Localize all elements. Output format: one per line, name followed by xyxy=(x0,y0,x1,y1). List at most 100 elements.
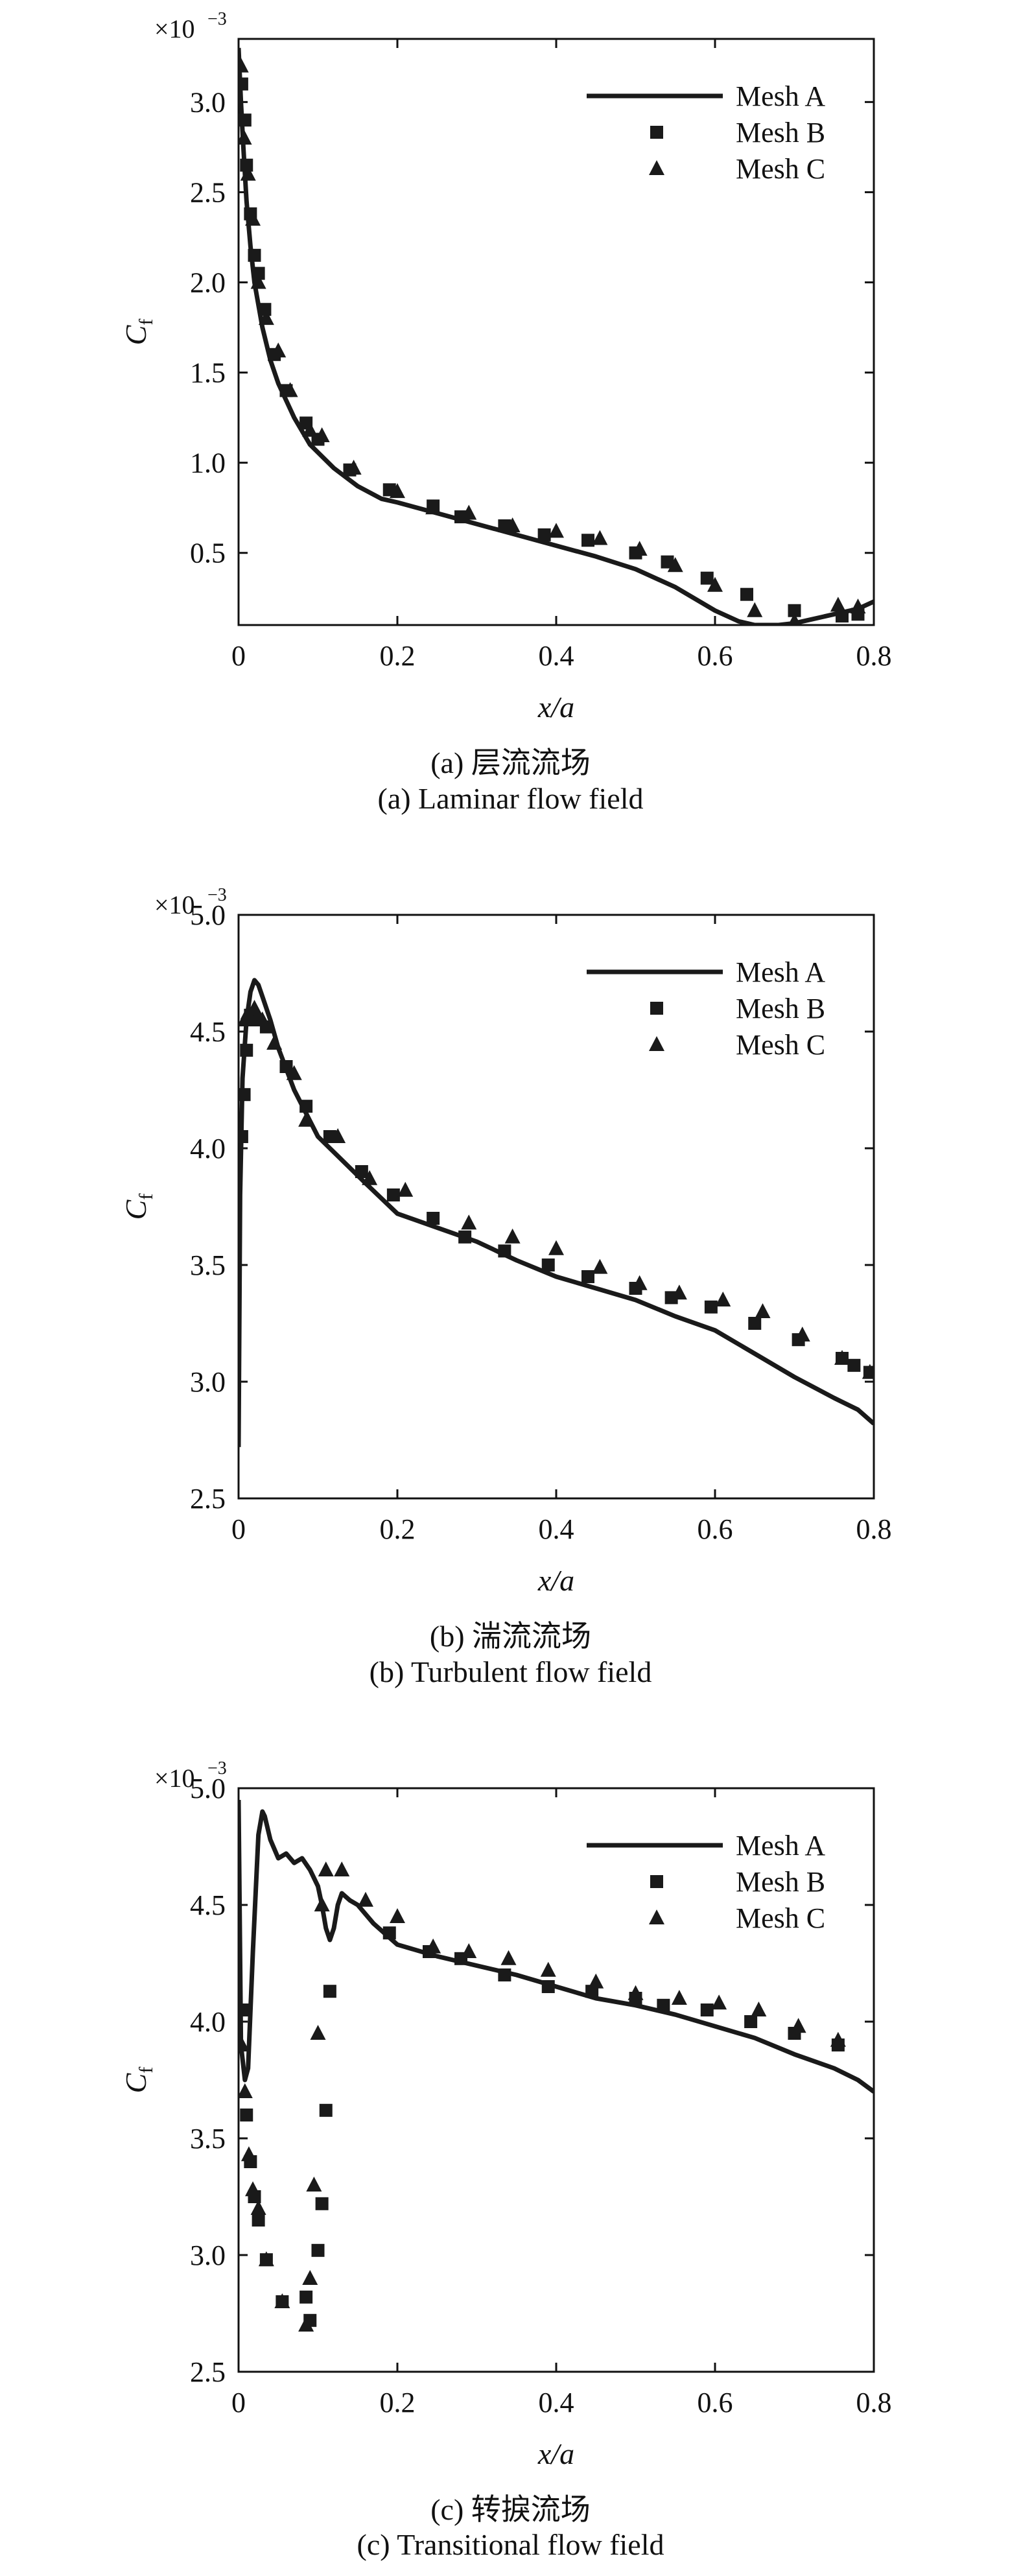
caption-b-en: (b) Turbulent flow field xyxy=(369,1655,652,1688)
chart-panel-1: 0 0.2 0.4 0.6 0.8 2.5 3.0 3.5 4.0 4.5 5.0×10 −3 x/a C… xyxy=(119,885,892,1597)
point-mesh-c xyxy=(794,1327,810,1341)
point-mesh-b xyxy=(744,2015,758,2028)
point-mesh-c xyxy=(548,523,564,538)
point-mesh-c xyxy=(239,2037,250,2051)
point-mesh-b xyxy=(258,303,272,316)
legend-label: Mesh C xyxy=(736,153,825,185)
point-mesh-c xyxy=(790,2018,806,2033)
y-scale-multiplier: ×10 xyxy=(154,890,195,919)
legend-swatch-triangle xyxy=(649,1909,664,1924)
point-mesh-b xyxy=(355,1165,368,1178)
point-mesh-c xyxy=(830,597,846,612)
point-mesh-c xyxy=(628,1985,644,2000)
point-mesh-b xyxy=(299,1100,313,1113)
y-tick-label: 3.0 xyxy=(190,86,226,118)
point-mesh-b xyxy=(581,1270,594,1283)
x-tick-label: 0.4 xyxy=(539,2387,574,2418)
x-tick-label: 0.8 xyxy=(856,2387,892,2418)
point-mesh-b xyxy=(537,528,551,541)
point-mesh-b xyxy=(239,2003,250,2016)
point-mesh-c xyxy=(239,2083,253,2098)
legend-label: Mesh A xyxy=(736,1830,825,1861)
point-mesh-b xyxy=(498,1968,511,1981)
y-scale-exponent: −3 xyxy=(207,9,227,29)
point-mesh-c xyxy=(334,1861,350,1876)
point-mesh-c xyxy=(707,576,723,592)
point-mesh-c xyxy=(240,1004,256,1020)
y-axis-label-subscript: f xyxy=(135,2067,157,2074)
caption-b-cn: (b) 湍流流场 xyxy=(429,1620,592,1653)
point-mesh-c xyxy=(302,421,318,437)
point-mesh-b xyxy=(581,534,594,547)
y-axis-label: Cf xyxy=(119,319,157,346)
point-mesh-c xyxy=(667,557,683,573)
point-mesh-b xyxy=(239,1130,248,1143)
point-mesh-c xyxy=(592,530,608,545)
point-mesh-c xyxy=(504,517,521,533)
caption-c-en: (c) Transitional flow field xyxy=(357,2528,664,2561)
y-tick-label: 2.0 xyxy=(190,267,226,299)
x-tick-label: 0.8 xyxy=(856,1513,892,1545)
x-axis-label: x/a xyxy=(537,1564,574,1597)
point-mesh-c xyxy=(747,602,763,617)
y-axis-label: Cf xyxy=(119,2067,157,2094)
legend-swatch-square xyxy=(650,126,663,139)
y-axis-label: Cf xyxy=(119,1194,157,1220)
point-mesh-b xyxy=(541,1980,555,1993)
x-tick-label: 0.6 xyxy=(698,1513,733,1545)
point-mesh-b xyxy=(740,587,753,601)
y-tick-label: 4.0 xyxy=(190,2006,226,2038)
point-mesh-b xyxy=(239,113,252,127)
point-mesh-c xyxy=(270,342,287,358)
y-tick-label: 3.5 xyxy=(190,1249,226,1281)
point-mesh-c xyxy=(862,1364,874,1379)
point-mesh-c xyxy=(588,1973,604,1989)
y-tick-label: 2.5 xyxy=(190,176,226,208)
y-scale-exponent: −3 xyxy=(207,1758,227,1778)
caption-c-cn: (c) 转捩流场 xyxy=(430,2493,591,2526)
legend-swatch-square xyxy=(650,1002,663,1015)
point-mesh-b xyxy=(240,158,253,172)
point-mesh-b xyxy=(498,1244,511,1258)
point-mesh-c xyxy=(298,1111,314,1127)
point-mesh-c xyxy=(788,613,801,625)
x-tick-label: 0 xyxy=(231,2387,246,2418)
point-mesh-b xyxy=(847,1358,861,1372)
point-mesh-c xyxy=(258,2251,274,2267)
point-mesh-b xyxy=(248,248,261,262)
point-mesh-b xyxy=(836,609,849,623)
point-mesh-b xyxy=(788,604,801,617)
point-mesh-b xyxy=(386,1188,400,1201)
y-tick-label: 3.5 xyxy=(190,2123,226,2155)
point-mesh-c xyxy=(241,2146,257,2162)
x-tick-label: 0.2 xyxy=(380,1513,416,1545)
x-tick-label: 0.6 xyxy=(698,640,733,672)
point-mesh-c xyxy=(330,1128,346,1143)
point-mesh-c xyxy=(671,1284,687,1300)
legend-label: Mesh B xyxy=(736,993,825,1024)
y-tick-label: 3.0 xyxy=(190,1366,226,1398)
caption-a-en: (a) Laminar flow field xyxy=(377,782,644,815)
y-tick-label: 4.0 xyxy=(190,1133,226,1164)
point-mesh-c xyxy=(298,2317,314,2332)
point-mesh-b xyxy=(239,1088,251,1102)
series-group xyxy=(239,978,874,1447)
x-tick-label: 0.6 xyxy=(698,2387,733,2418)
point-mesh-c xyxy=(239,129,252,145)
point-mesh-c xyxy=(302,2270,318,2285)
point-mesh-b xyxy=(239,77,248,91)
point-mesh-c xyxy=(715,1292,731,1306)
point-mesh-c xyxy=(362,1170,378,1185)
point-mesh-c xyxy=(239,57,249,73)
y-tick-label: 4.5 xyxy=(190,1016,226,1048)
point-mesh-c xyxy=(318,1861,334,1876)
legend-label: Mesh A xyxy=(736,956,825,988)
point-mesh-b xyxy=(240,2109,253,2121)
y-tick-label: 5.0 xyxy=(190,1773,226,1804)
point-mesh-b xyxy=(458,1230,472,1244)
point-mesh-c xyxy=(240,165,256,181)
x-tick-label: 0 xyxy=(231,640,246,672)
legend-label: Mesh A xyxy=(736,80,825,112)
point-mesh-c xyxy=(397,1181,414,1197)
point-mesh-c xyxy=(540,1961,556,1977)
